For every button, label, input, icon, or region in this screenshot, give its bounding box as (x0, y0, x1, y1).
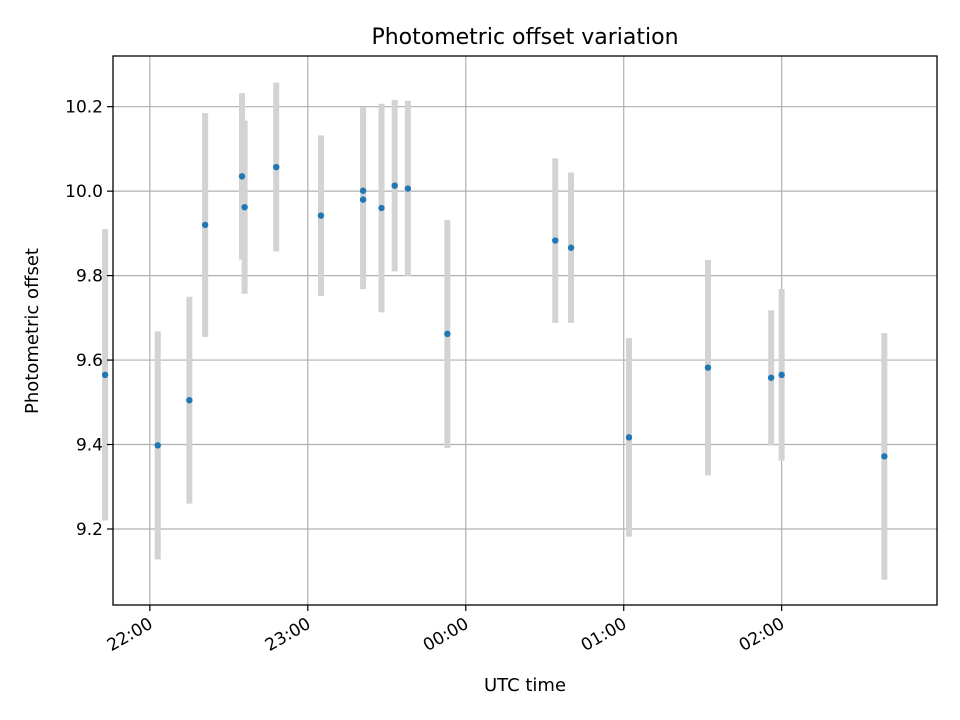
y-tick-label: 10.0 (65, 182, 103, 202)
data-points (101, 163, 888, 460)
data-point (881, 453, 888, 460)
y-axis-ticks: 9.2 9.4 9.6 9.8 10.0 10.2 (65, 98, 113, 540)
data-point (704, 364, 712, 371)
data-point (359, 196, 367, 203)
data-point (186, 396, 193, 404)
data-point (391, 182, 398, 189)
data-point (552, 237, 559, 244)
grid-lines (113, 56, 937, 605)
y-tick-label: 9.2 (76, 520, 103, 540)
x-axis-label: UTC time (484, 675, 566, 696)
data-point (778, 371, 785, 379)
x-tick-label: 01:00 (578, 614, 630, 656)
data-point (567, 244, 575, 251)
y-tick-label: 9.6 (76, 351, 103, 371)
x-tick-label: 02:00 (736, 614, 788, 656)
data-point (378, 204, 385, 212)
chart-title: Photometric offset variation (371, 25, 678, 50)
y-tick-label: 9.8 (76, 267, 103, 287)
x-tick-label: 00:00 (420, 614, 472, 656)
y-axis-label: Photometric offset (22, 248, 43, 414)
data-point (101, 371, 109, 379)
data-point (359, 187, 367, 194)
data-point (201, 221, 209, 229)
error-bars (102, 82, 888, 580)
y-tick-label: 9.4 (76, 436, 103, 456)
y-tick-label: 10.2 (65, 98, 103, 118)
x-tick-label: 23:00 (262, 614, 314, 656)
data-point (444, 330, 451, 338)
data-point (273, 163, 280, 171)
x-axis-ticks: 22:00 23:00 00:00 01:00 02:00 (104, 605, 788, 656)
x-tick-label: 22:00 (104, 614, 156, 656)
data-point (404, 185, 412, 192)
data-point (625, 434, 633, 441)
data-point (241, 203, 248, 211)
data-point (154, 442, 161, 449)
data-point (238, 173, 246, 180)
data-point (767, 374, 775, 381)
plot-frame (112, 55, 938, 606)
data-point (317, 212, 325, 219)
